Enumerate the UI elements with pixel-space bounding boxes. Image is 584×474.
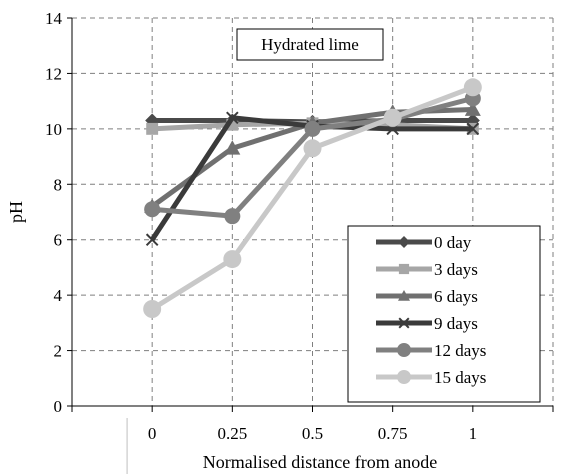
- legend-item: 9 days: [376, 314, 478, 333]
- data-point: [466, 122, 480, 136]
- data-point: [223, 250, 242, 269]
- data-point: [398, 290, 410, 301]
- x-tick-label: 0: [148, 424, 157, 443]
- y-tick-label: 2: [54, 342, 63, 361]
- data-point: [146, 122, 159, 135]
- x-tick-label: 0.5: [302, 424, 323, 443]
- data-point: [398, 317, 410, 329]
- data-point: [398, 236, 410, 248]
- data-point: [144, 201, 161, 218]
- data-point: [397, 370, 411, 384]
- data-point-stroke: [145, 233, 159, 247]
- legend-item: 0 day: [376, 233, 472, 252]
- annotation-frame: [236, 28, 384, 61]
- legend-label: 6 days: [434, 287, 478, 306]
- y-tick-label: 14: [45, 9, 63, 28]
- data-point: [226, 118, 239, 131]
- legend-frame: [347, 225, 541, 403]
- y-tick-label: 4: [54, 286, 63, 305]
- legend-label: 9 days: [434, 314, 478, 333]
- y-tick-label: 12: [45, 64, 62, 83]
- y-axis-label: pH: [6, 201, 26, 223]
- data-point: [145, 233, 159, 247]
- y-tick-label: 6: [54, 231, 63, 250]
- data-point: [224, 208, 241, 225]
- x-tick-label: 0.25: [217, 424, 247, 443]
- legend-label: 15 days: [434, 368, 486, 387]
- data-point: [304, 120, 321, 137]
- data-point-stroke: [226, 111, 239, 125]
- data-point: [303, 139, 322, 158]
- legend-item: 12 days: [376, 341, 486, 360]
- data-point: [398, 263, 410, 275]
- data-point-stroke: [398, 317, 410, 329]
- legend-item: 6 days: [376, 287, 478, 306]
- data-point: [226, 111, 239, 125]
- data-point: [397, 343, 411, 357]
- data-point: [143, 300, 162, 318]
- data-point: [463, 78, 482, 97]
- axes: 0 2 4 6 8 10 12 14 0 0.25 0.5 0.75 1: [45, 9, 554, 474]
- x-tick-label: 1: [469, 424, 478, 443]
- annotation-text: Hydrated lime: [261, 35, 359, 54]
- y-tick-label: 8: [54, 175, 63, 194]
- data-point: [464, 101, 481, 116]
- x-tick-label: 0.75: [378, 424, 408, 443]
- legend: 0 day 3 days 6 days 9 days 12 days 15 days: [347, 225, 541, 403]
- data-point: [383, 108, 402, 127]
- data-point-stroke: [466, 122, 480, 136]
- legend-label: 3 days: [434, 260, 478, 279]
- legend-label: 0 day: [434, 233, 472, 252]
- series-group: [143, 78, 482, 318]
- series-15-days: [143, 78, 482, 318]
- y-tick-label: 0: [54, 397, 63, 416]
- annotation-box: Hydrated lime: [236, 28, 384, 61]
- legend-item: 3 days: [376, 260, 478, 279]
- legend-label: 12 days: [434, 341, 486, 360]
- y-tick-label: 10: [45, 120, 62, 139]
- x-axis-label: Normalised distance from anode: [203, 452, 437, 472]
- data-point: [224, 140, 241, 155]
- legend-item: 15 days: [376, 368, 486, 387]
